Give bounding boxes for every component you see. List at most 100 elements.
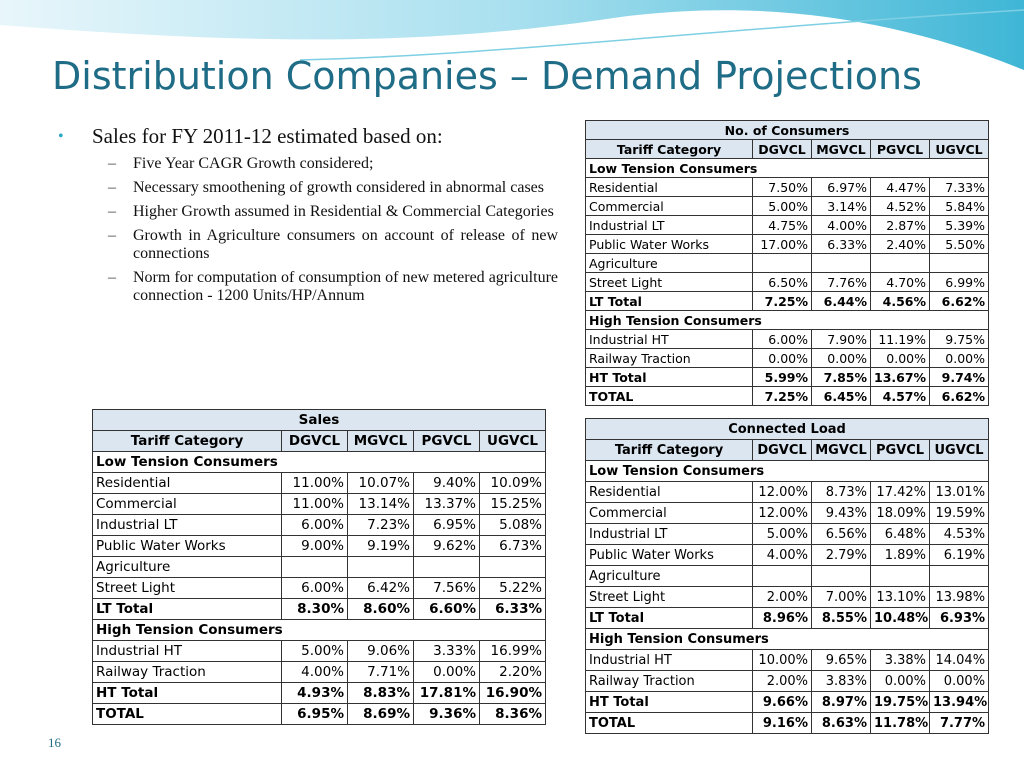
row-label: Agriculture xyxy=(585,253,753,273)
connected-load-table: Connected Load Tariff Category DGVCL MGVCL P… xyxy=(584,418,990,734)
table-cell: 0.00% xyxy=(752,348,812,368)
table-cell: 9.00% xyxy=(281,535,348,557)
dash-icon: – xyxy=(108,179,116,196)
sub-bullet: – Growth in Agriculture consumers on acco… xyxy=(58,227,558,263)
table-cell: 4.53% xyxy=(928,523,990,545)
sub-bullet: – Higher Growth assumed in Residential & … xyxy=(58,203,558,221)
table-cell: 4.00% xyxy=(811,215,871,235)
table-cell xyxy=(413,556,480,578)
table-row: Street Light 6.50% 7.76% 4.70% 6.99% xyxy=(585,272,989,292)
row-label: Commercial xyxy=(92,493,282,515)
table-cell: 5.00% xyxy=(281,640,348,662)
table-cell: 5.39% xyxy=(929,215,989,235)
table-cell: 8.69% xyxy=(347,703,414,725)
table-cell: 6.73% xyxy=(479,535,546,557)
table-cell: 13.10% xyxy=(870,586,930,608)
table-cell: 3.33% xyxy=(413,640,480,662)
dash-icon: – xyxy=(108,155,116,172)
table-cell: 9.40% xyxy=(413,472,480,494)
row-label: Industrial HT xyxy=(585,329,753,349)
table-cell: 4.75% xyxy=(752,215,812,235)
table-cell xyxy=(752,253,812,273)
table-cell: 8.73% xyxy=(811,481,871,503)
table-cell: 4.47% xyxy=(870,177,930,197)
table-cell: 5.00% xyxy=(752,523,812,545)
page-number: 16 xyxy=(48,735,61,750)
row-label: Street Light xyxy=(92,577,282,599)
table-cell: 5.22% xyxy=(479,577,546,599)
table-cell: 6.45% xyxy=(811,386,871,406)
row-label: Industrial LT xyxy=(585,215,753,235)
table-row: Street Light 2.00% 7.00% 13.10% 13.98% xyxy=(585,586,990,608)
total-row: LT Total 8.30% 8.60% 6.60% 6.33% xyxy=(92,598,546,620)
column-header: PGVCL xyxy=(413,430,480,452)
table-row: Commercial 5.00% 3.14% 4.52% 5.84% xyxy=(585,196,989,216)
section-label: Low Tension Consumers xyxy=(92,451,546,473)
table-cell: 14.04% xyxy=(928,649,990,671)
table-cell: 2.00% xyxy=(752,586,812,608)
table-cell: 9.36% xyxy=(413,703,480,725)
column-header-row: Tariff Category DGVCL MGVCL PGVCL UGVCL xyxy=(92,430,546,452)
bullet-main: • Sales for FY 2011-12 estimated based o… xyxy=(58,124,558,149)
table-cell: 7.33% xyxy=(929,177,989,197)
table-cell: 7.56% xyxy=(413,577,480,599)
row-label: Residential xyxy=(585,177,753,197)
table-cell: 7.77% xyxy=(928,712,990,734)
column-header: DGVCL xyxy=(281,430,348,452)
table-cell: 7.50% xyxy=(752,177,812,197)
table-row: Residential 7.50% 6.97% 4.47% 7.33% xyxy=(585,177,989,197)
table-cell: 5.08% xyxy=(479,514,546,536)
table-cell: 17.00% xyxy=(752,234,812,254)
row-label: Public Water Works xyxy=(92,535,282,557)
table-cell: 8.55% xyxy=(811,607,871,629)
table-cell: 16.99% xyxy=(479,640,546,662)
row-label: HT Total xyxy=(92,682,282,704)
column-header: MGVCL xyxy=(811,139,871,159)
table-row: Agriculture xyxy=(92,556,546,578)
table-row: Industrial HT 5.00% 9.06% 3.33% 16.99% xyxy=(92,640,546,662)
table-cell xyxy=(347,556,414,578)
table-cell: 6.42% xyxy=(347,577,414,599)
column-header: MGVCL xyxy=(347,430,414,452)
table-cell: 16.90% xyxy=(479,682,546,704)
table-cell: 9.16% xyxy=(752,712,812,734)
column-header: DGVCL xyxy=(752,439,812,461)
table-cell: 17.42% xyxy=(870,481,930,503)
total-row: HT Total 4.93% 8.83% 17.81% 16.90% xyxy=(92,682,546,704)
table-cell: 7.90% xyxy=(811,329,871,349)
section-row: Low Tension Consumers xyxy=(585,158,989,178)
table-cell: 9.74% xyxy=(929,367,989,387)
header-wave-decoration xyxy=(0,0,1024,77)
table-cell: 10.09% xyxy=(479,472,546,494)
row-label: Railway Traction xyxy=(585,670,753,692)
table-cell: 6.56% xyxy=(811,523,871,545)
table-row: Commercial 11.00% 13.14% 13.37% 15.25% xyxy=(92,493,546,515)
total-row: LT Total 7.25% 6.44% 4.56% 6.62% xyxy=(585,291,989,311)
table-cell xyxy=(479,556,546,578)
table-cell: 8.63% xyxy=(811,712,871,734)
section-row: High Tension Consumers xyxy=(585,310,989,330)
table-cell: 3.83% xyxy=(811,670,871,692)
table-cell: 6.50% xyxy=(752,272,812,292)
table-cell: 9.06% xyxy=(347,640,414,662)
table-cell: 4.56% xyxy=(870,291,930,311)
sub-bullet-text: Norm for computation of consumption of n… xyxy=(133,269,558,304)
table-cell: 9.19% xyxy=(347,535,414,557)
table-cell: 4.00% xyxy=(752,544,812,566)
table-row: Industrial HT 10.00% 9.65% 3.38% 14.04% xyxy=(585,649,990,671)
table-row: Railway Traction 4.00% 7.71% 0.00% 2.20% xyxy=(92,661,546,683)
table-cell: 0.00% xyxy=(870,348,930,368)
table-cell xyxy=(281,556,348,578)
table-row: Public Water Works 4.00% 2.79% 1.89% 6.19% xyxy=(585,544,990,566)
column-header: MGVCL xyxy=(811,439,871,461)
row-label: Agriculture xyxy=(585,565,753,587)
table-cell: 4.00% xyxy=(281,661,348,683)
sub-bullet-text: Higher Growth assumed in Residential & C… xyxy=(133,203,554,220)
table-cell: 10.00% xyxy=(752,649,812,671)
table-cell: 10.07% xyxy=(347,472,414,494)
table-cell xyxy=(811,565,871,587)
section-label: High Tension Consumers xyxy=(92,619,546,641)
page-title: Distribution Companies – Demand Projecti… xyxy=(52,54,922,98)
table-cell: 3.14% xyxy=(811,196,871,216)
table-cell: 7.85% xyxy=(811,367,871,387)
